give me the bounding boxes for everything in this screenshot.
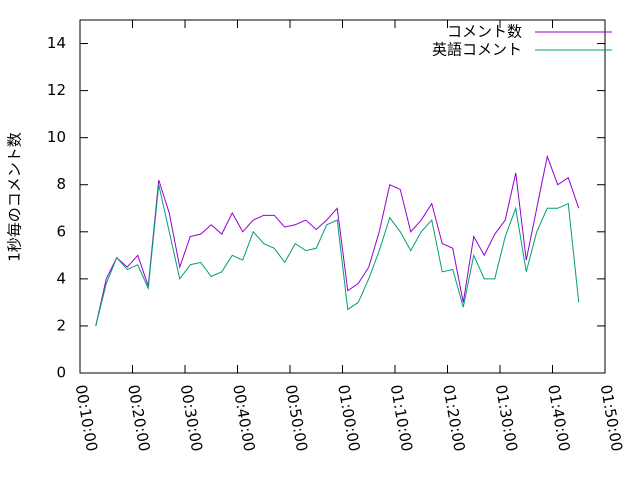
y-tick-label: 14: [47, 34, 66, 52]
y-tick-label: 12: [47, 81, 66, 99]
y-tick-label: 4: [56, 269, 66, 287]
y-axis-label: 1秒毎のコメント数: [6, 132, 24, 262]
y-tick-label: 10: [47, 128, 66, 146]
y-tick-label: 6: [56, 222, 66, 240]
series-line: [95, 154, 580, 327]
y-tick-label: 0: [56, 364, 66, 382]
legend-label: コメント数: [447, 23, 522, 41]
legend-label: 英語コメント: [432, 41, 522, 59]
series-line: [95, 184, 580, 327]
y-tick-label: 8: [56, 175, 66, 193]
y-tick-label: 2: [56, 316, 66, 334]
